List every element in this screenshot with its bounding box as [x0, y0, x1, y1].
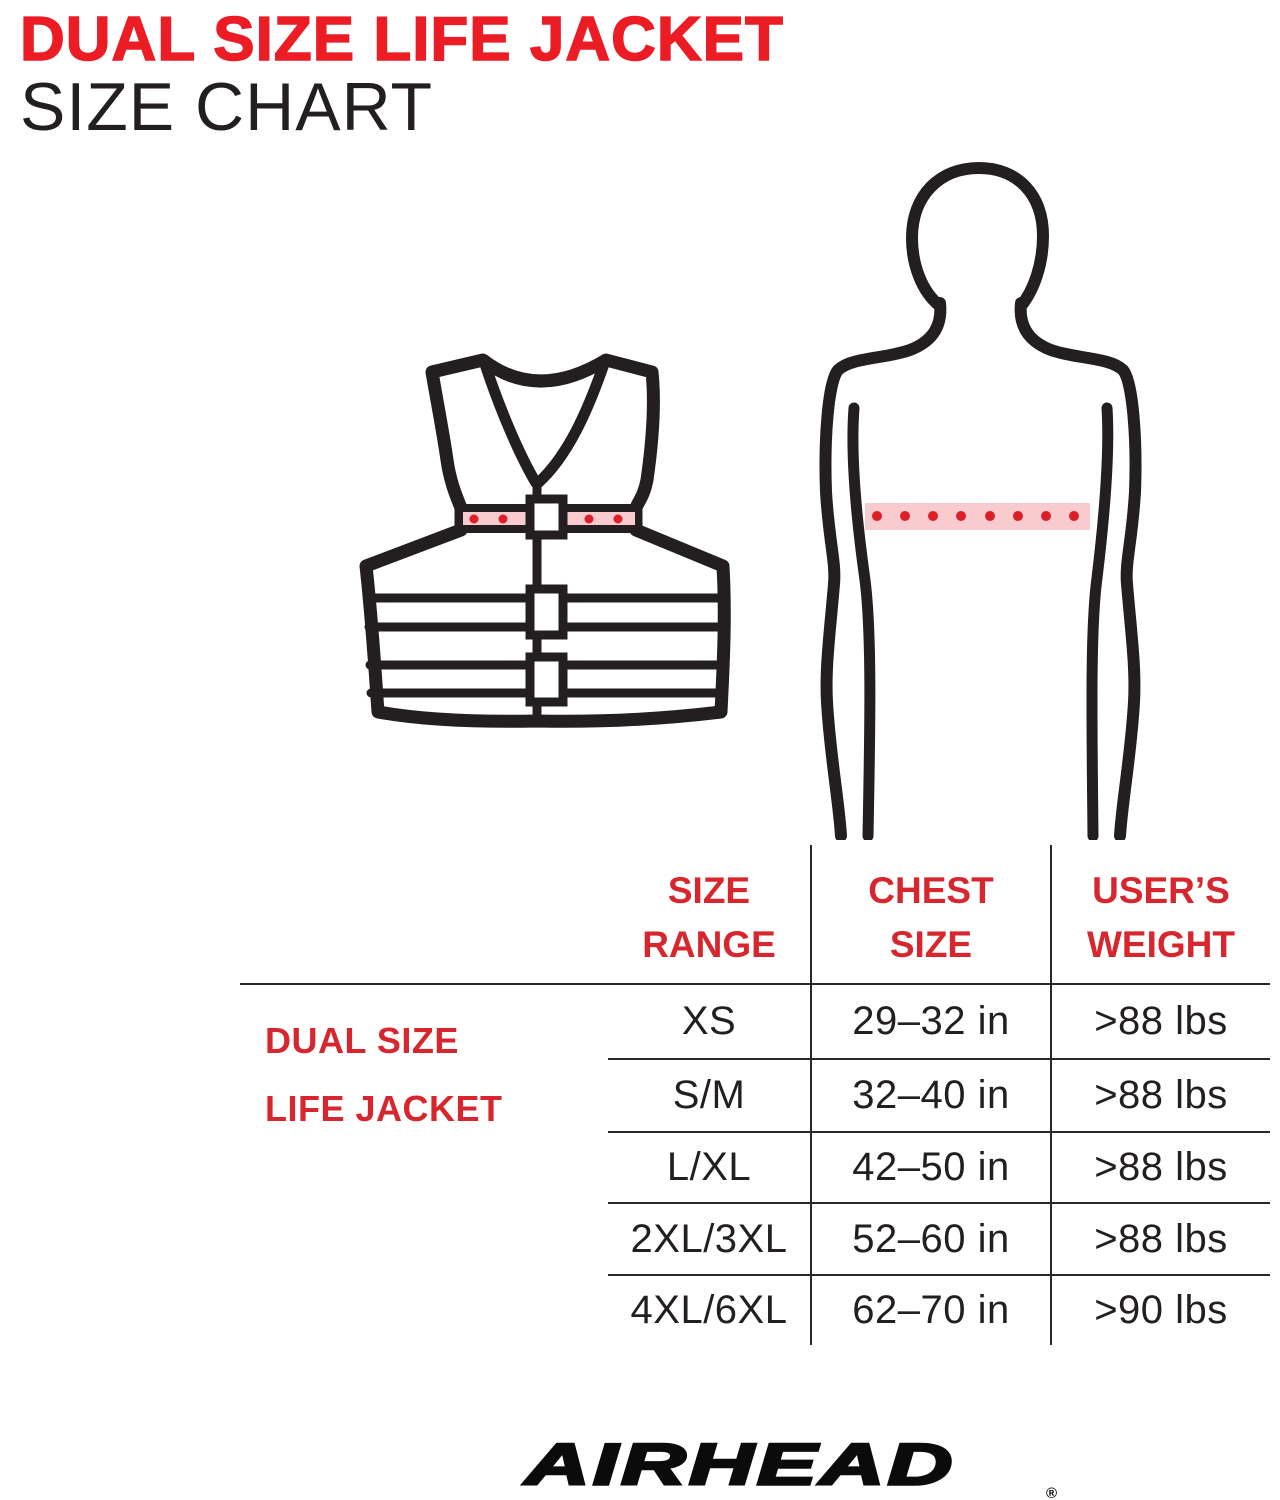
vest-chest-buckle [525, 494, 568, 540]
table-header-spacer [240, 845, 608, 985]
page-subtitle: SIZE CHART [20, 69, 434, 145]
table-cell-size: S/M [608, 1060, 812, 1133]
brand-logo-text: AIRHEAD [523, 1431, 956, 1498]
page-title: DUAL SIZE LIFE JACKET [19, 4, 784, 75]
brand-logo: AIRHEAD ® [523, 1431, 1057, 1500]
vest-strap1-buckle [525, 584, 568, 640]
torso-right-outline [1014, 297, 1142, 842]
life-jacket-icon [359, 353, 731, 728]
torso-head [905, 161, 1050, 312]
table-cell-size: XS [608, 985, 812, 1060]
table-cell-weight: >88 lbs [1052, 1204, 1270, 1276]
torso-measurement-illustration [790, 160, 1210, 842]
vest-vneck-left [479, 358, 542, 489]
table-cell-chest: 52–60 in [812, 1204, 1052, 1276]
row-group-label: DUAL SIZE LIFE JACKET [265, 1020, 503, 1130]
table-cell-weight: >88 lbs [1052, 1133, 1270, 1204]
size-chart-table: SIZE RANGE CHEST SIZE USER’S WEIGHT DUAL… [240, 845, 1270, 1345]
table-cell-chest: 29–32 in [812, 985, 1052, 1060]
life-jacket-illustration [330, 340, 750, 760]
vest-vneck-right [532, 358, 610, 489]
table-cell-weight: >88 lbs [1052, 1060, 1270, 1133]
column-header-chest-size: CHEST SIZE [812, 845, 1052, 985]
vest-strap2-buckle [525, 652, 568, 707]
torso-left-inner-arm [847, 402, 876, 842]
table-cell-chest: 42–50 in [812, 1133, 1052, 1204]
registered-trademark-icon: ® [1045, 1485, 1057, 1500]
torso-icon [819, 161, 1142, 842]
table-cell-size: L/XL [608, 1133, 812, 1204]
table-cell-weight: >90 lbs [1094, 1288, 1228, 1332]
table-cell-chest: 62–70 in [812, 1276, 1052, 1345]
table-cell-size: 2XL/3XL [608, 1204, 812, 1276]
torso-chest-band [865, 503, 1090, 530]
column-header-users-weight: USER’S WEIGHT [1052, 845, 1270, 985]
torso-left-outline [819, 297, 947, 842]
torso-right-inner-arm [1086, 402, 1114, 842]
table-cell-weight: >88 lbs [1052, 985, 1270, 1060]
column-header-size-range: SIZE RANGE [608, 845, 812, 985]
table-cell-chest: 32–40 in [812, 1060, 1052, 1133]
table-cell-size: 4XL/6XL [608, 1276, 812, 1345]
